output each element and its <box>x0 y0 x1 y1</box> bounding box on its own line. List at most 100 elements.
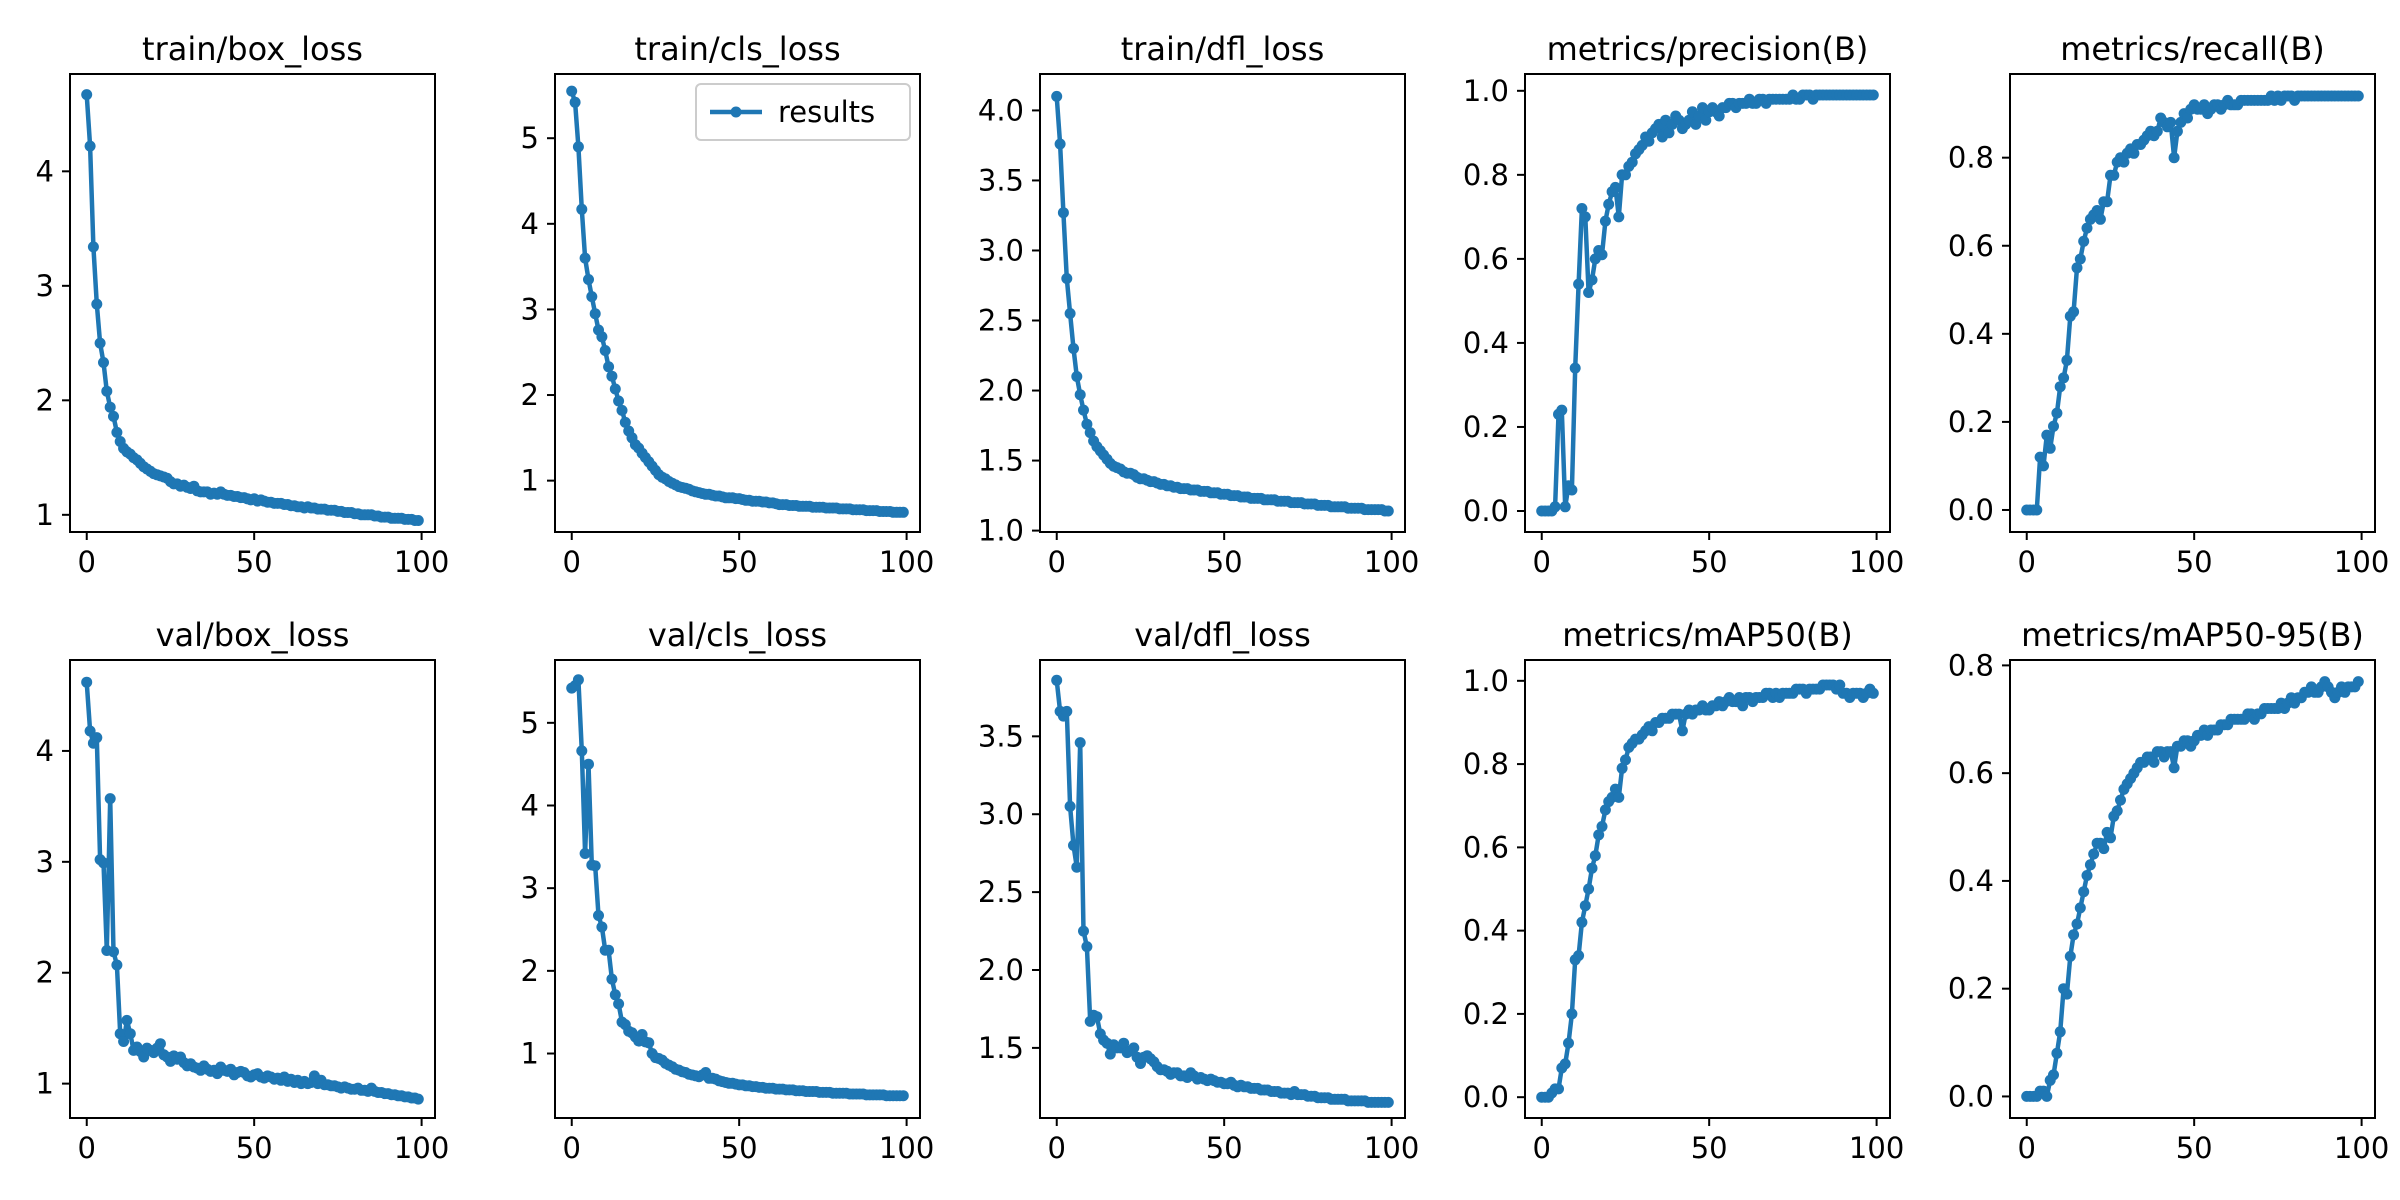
y-tick-label: 0.0 <box>1948 493 1994 527</box>
y-tick-label: 1 <box>36 498 54 532</box>
series-line <box>84 679 421 1102</box>
data-point <box>603 361 615 373</box>
data-point <box>1556 404 1568 416</box>
data-point <box>2041 1090 2053 1102</box>
data-point <box>583 758 594 770</box>
series-line <box>2024 93 2361 513</box>
data-point <box>1078 404 1089 416</box>
subplot-5: val/box_loss 0 50 100 1 2 3 4 <box>36 616 450 1165</box>
data-point <box>2068 306 2080 318</box>
y-tick-label: 0.2 <box>1948 405 1994 439</box>
x-tick-label: 0 <box>563 545 581 579</box>
data-point <box>2041 429 2053 441</box>
data-point <box>1051 90 1063 102</box>
x-tick-label: 100 <box>879 545 934 579</box>
subplot-6: val/cls_loss 0 50 100 1 2 3 4 5 <box>521 616 935 1165</box>
data-point <box>1646 725 1658 737</box>
data-point <box>1566 1008 1578 1020</box>
y-tick-label: 0.0 <box>1463 494 1509 528</box>
data-point <box>1071 371 1083 382</box>
x-tick-label: 50 <box>1691 545 1728 579</box>
data-point <box>2094 213 2106 225</box>
data-point <box>121 1014 133 1026</box>
data-point <box>1563 1037 1574 1049</box>
data-point <box>1576 916 1588 928</box>
y-tick-label: 0.6 <box>1463 830 1509 864</box>
data-point <box>2061 988 2073 1000</box>
x-tick-label: 0 <box>563 1131 581 1165</box>
axes-frame <box>1524 73 1891 533</box>
data-point <box>1643 135 1655 147</box>
data-point <box>1054 138 1066 150</box>
y-tick-label: 2 <box>521 954 539 988</box>
y-tick-label: 0.0 <box>1948 1079 1994 1113</box>
series-line <box>1054 94 1391 514</box>
y-tick-label: 0.4 <box>1948 317 1994 351</box>
y-tick-label: 1.5 <box>978 1031 1024 1065</box>
data-point <box>2054 1026 2066 1038</box>
data-point <box>2054 381 2066 393</box>
data-point <box>897 506 909 518</box>
data-point <box>593 910 604 921</box>
y-tick-label: 5 <box>521 121 539 155</box>
data-point <box>2064 950 2076 962</box>
axes-frame <box>1524 659 1891 1119</box>
y-tick-label: 3.5 <box>978 719 1024 753</box>
axes-frame <box>2009 73 2376 533</box>
axes-frame <box>554 659 921 1119</box>
x-tick-label: 0 <box>1533 1131 1551 1165</box>
data-point <box>1553 1083 1564 1095</box>
data-point <box>1586 274 1598 286</box>
data-point <box>2074 902 2086 914</box>
subplot-8: metrics/mAP50(B) 0 50 100 0.0 0.2 0.4 0.6 0.8 1.0 <box>1463 616 1904 1165</box>
data-point <box>1583 287 1595 298</box>
data-point <box>1071 861 1083 873</box>
x-tick-label: 100 <box>2334 545 2389 579</box>
subplot-0: train/box_loss 0 50 100 1 2 3 4 <box>36 30 450 579</box>
data-point <box>1549 501 1561 513</box>
x-tick-label: 0 <box>2018 545 2036 579</box>
x-tick-label: 50 <box>236 1131 273 1165</box>
data-point <box>2151 125 2163 137</box>
data-point <box>606 973 618 985</box>
data-point <box>897 1090 909 1102</box>
data-point <box>643 1037 655 1049</box>
data-point <box>2108 169 2120 181</box>
data-point <box>1081 418 1093 430</box>
y-tick-label: 1.0 <box>1463 74 1509 108</box>
y-tick-label: 3.0 <box>978 233 1024 267</box>
data-point <box>1074 737 1086 749</box>
data-point <box>98 357 109 368</box>
data-point <box>1620 754 1631 766</box>
data-point <box>1118 1037 1130 1049</box>
data-point <box>1583 883 1595 895</box>
data-point <box>2081 222 2093 234</box>
subplot-title: train/box_loss <box>142 30 363 68</box>
x-tick-label: 0 <box>78 545 96 579</box>
data-point <box>2078 886 2090 898</box>
data-point <box>619 416 631 428</box>
data-point <box>613 998 625 1010</box>
data-point <box>94 337 106 349</box>
y-tick-label: 2.0 <box>978 953 1024 987</box>
y-tick-label: 0.2 <box>1463 410 1509 444</box>
data-point <box>412 1093 424 1105</box>
data-point <box>2088 848 2100 860</box>
data-point <box>1867 687 1879 699</box>
y-tick-label: 2 <box>521 378 539 412</box>
y-tick-label: 3 <box>521 871 539 905</box>
data-point <box>1074 389 1086 401</box>
y-tick-label: 4 <box>521 207 539 241</box>
data-point <box>1382 505 1394 517</box>
y-tick-label: 0.8 <box>1463 158 1509 192</box>
y-tick-label: 0.8 <box>1948 141 1994 175</box>
data-point <box>2084 859 2096 871</box>
data-point <box>2074 253 2086 265</box>
data-point <box>1064 800 1076 812</box>
axes-frame <box>69 659 436 1119</box>
data-point <box>596 921 608 933</box>
data-point <box>596 331 608 343</box>
y-tick-label: 0.0 <box>1463 1080 1509 1114</box>
data-point <box>2031 504 2043 516</box>
